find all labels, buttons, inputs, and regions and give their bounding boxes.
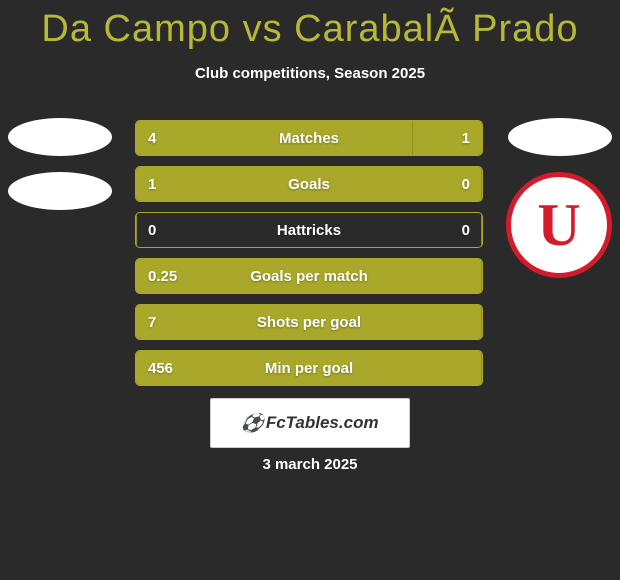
stat-right-seg (481, 259, 482, 293)
stat-label: Hattricks (136, 213, 482, 247)
team-b-letter: U (537, 195, 580, 255)
date-text: 3 march 2025 (0, 456, 620, 473)
stat-row: Hattricks0 0 (135, 212, 483, 248)
stat-right-value: 0 (450, 213, 482, 247)
stat-row: Matches41 (135, 120, 483, 156)
stat-right-seg (481, 351, 482, 385)
stat-row: Shots per goal7 (135, 304, 483, 340)
stat-right-seg (481, 167, 482, 201)
stat-left-seg (136, 351, 483, 385)
page-title: Da Campo vs CarabalÃ­ Prado (0, 0, 620, 51)
team-b-badge-2: U (506, 172, 612, 278)
stat-row: Min per goal456 (135, 350, 483, 386)
team-a-badge-2 (8, 172, 112, 210)
soccer-icon: ⚽ (240, 413, 266, 434)
source-badge: ⚽ FcTables.com (210, 398, 410, 448)
stat-left-seg (136, 213, 137, 247)
stat-left-seg (136, 121, 414, 155)
stat-row: Goals per match0.25 (135, 258, 483, 294)
stat-left-seg (136, 305, 483, 339)
stat-row: Goals10 (135, 166, 483, 202)
stat-right-seg (481, 213, 482, 247)
team-b-badge-1 (508, 118, 612, 156)
stat-bars: Matches41 Goals10 Hattricks0 0 Goals per mat… (135, 120, 483, 396)
stat-left-value: 0 (136, 213, 168, 247)
stat-left-seg (136, 259, 483, 293)
subtitle: Club competitions, Season 2025 (0, 65, 620, 82)
stat-right-seg (481, 305, 482, 339)
source-text: FcTables.com (266, 413, 379, 433)
stat-right-seg (412, 121, 482, 155)
stat-left-seg (136, 167, 483, 201)
team-a-badge-1 (8, 118, 112, 156)
comparison-infographic: Da Campo vs CarabalÃ­ Prado Club competi… (0, 0, 620, 580)
